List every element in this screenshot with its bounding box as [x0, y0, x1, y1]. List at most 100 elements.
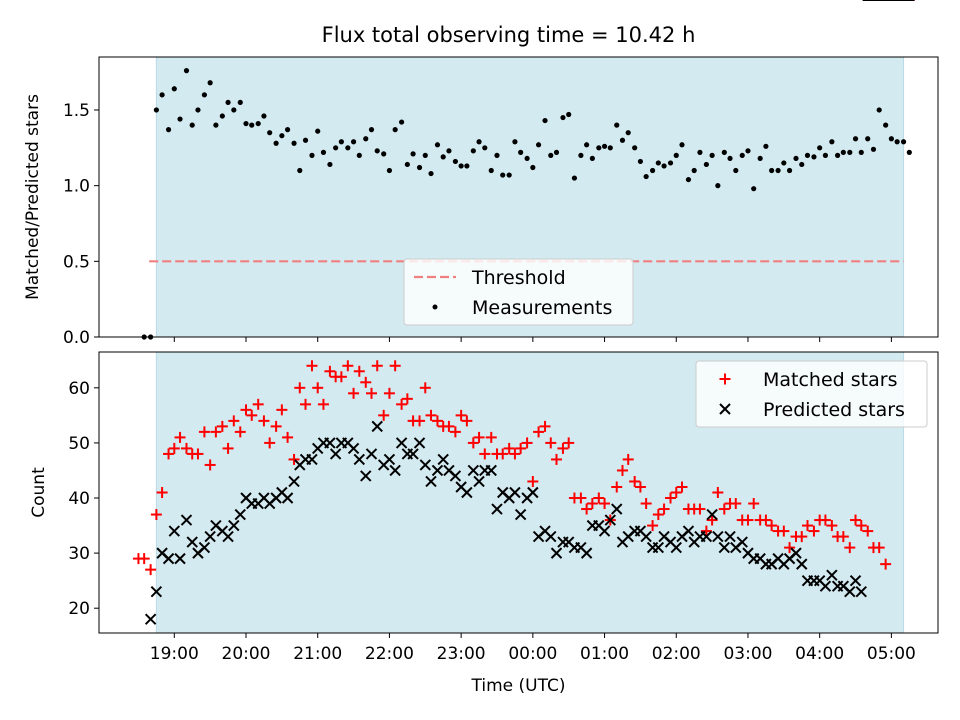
matched-star-marker [264, 437, 276, 449]
measurement-point [822, 152, 829, 158]
predicted-star-marker [419, 459, 431, 471]
measurement-point [679, 142, 685, 148]
x-tick-label: 21:00 [293, 644, 342, 664]
measurement-point [392, 127, 398, 133]
predicted-star-marker [855, 585, 867, 598]
matched-star-marker [616, 464, 628, 476]
predicted-star-marker [706, 508, 718, 521]
matched-star-marker [414, 415, 426, 427]
measurement-point [793, 155, 799, 162]
measurement-point [386, 167, 393, 174]
matched-star-marker [586, 498, 598, 510]
measurement-point [350, 139, 357, 145]
measurement-point [207, 80, 213, 86]
measurement-point [709, 152, 715, 158]
predicted-star-marker [395, 437, 408, 449]
measurement-point [715, 183, 721, 189]
predicted-star-marker [550, 547, 563, 559]
predicted-star-marker [407, 448, 419, 460]
matched-star-marker [712, 487, 724, 498]
y-tick-label: 30 [68, 544, 90, 564]
measurement-point [189, 122, 195, 128]
predicted-star-marker [222, 530, 234, 543]
measurement-point [751, 186, 757, 192]
measurement-point [614, 122, 620, 128]
measurement-point [231, 107, 237, 113]
predicted-star-marker [652, 541, 665, 554]
matched-star-marker [294, 382, 306, 394]
matched-star-marker [647, 520, 659, 532]
matched-star-marker [156, 487, 168, 498]
measurement-point [703, 161, 709, 168]
measurement-point [840, 149, 846, 155]
predicted-star-marker [180, 514, 193, 526]
predicted-star-marker [796, 558, 808, 570]
predicted-star-marker [162, 552, 175, 565]
predicted-star-marker [700, 530, 713, 543]
measurement-point [345, 145, 351, 151]
matched-star-marker [766, 520, 778, 532]
predicted-star-marker [473, 475, 485, 488]
x-tick-label: 05:00 [867, 644, 916, 664]
measurement-point [835, 152, 841, 158]
measurement-point [757, 155, 763, 162]
x-tick-label: 03:00 [723, 644, 772, 664]
y-tick-label: 20 [68, 599, 90, 619]
predicted-star-marker [724, 530, 736, 543]
matched-star-marker [360, 376, 372, 388]
measurement-point [284, 127, 291, 133]
predicted-star-marker [718, 541, 731, 554]
matched-star-marker [306, 360, 318, 372]
predicted-star-marker [527, 486, 539, 499]
measurement-point [201, 92, 208, 98]
measurement-point [273, 140, 279, 146]
measurement-point [625, 130, 631, 136]
matched-star-marker [174, 431, 186, 443]
legend-matched-swatch [719, 373, 731, 385]
matched-star-marker [784, 542, 796, 554]
measurement-point [512, 139, 518, 145]
matched-star-marker [252, 398, 264, 410]
bottom-axes-frame [98, 351, 939, 634]
predicted-star-marker [670, 541, 682, 554]
measurement-point [171, 86, 177, 92]
predicted-star-marker [485, 464, 497, 477]
measurement-point [727, 155, 733, 162]
measurement-point [404, 161, 410, 168]
matched-star-marker [348, 387, 360, 399]
legend-predicted-label: Predicted stars [763, 399, 905, 421]
matched-star-marker [700, 525, 712, 537]
measurement-point [900, 139, 907, 145]
matched-star-marker [718, 503, 730, 515]
matched-star-marker [855, 520, 867, 532]
measurement-point [876, 107, 882, 113]
x-tick-label: 19:00 [150, 644, 199, 664]
predicted-star-marker [819, 580, 832, 592]
measurement-point [571, 175, 578, 181]
predicted-star-marker [360, 470, 372, 482]
predicted-star-marker [491, 503, 503, 515]
measurement-point [446, 148, 452, 154]
measurement-points [141, 68, 912, 340]
matched-star-marker [258, 415, 270, 427]
matched-star-marker [527, 475, 539, 487]
matched-star-marker [461, 415, 473, 427]
matched-star-marker [425, 409, 437, 421]
measurement-point [781, 160, 787, 166]
matched-star-marker [837, 531, 849, 543]
measurement-point [769, 167, 775, 174]
measurement-point [632, 145, 638, 151]
measurement-point [500, 172, 506, 178]
matched-star-marker [138, 553, 150, 565]
predicted-star-marker [598, 525, 611, 537]
measurement-point [649, 167, 656, 174]
matched-star-marker [670, 487, 682, 498]
matched-star-marker [563, 437, 575, 449]
matched-star-marker [634, 481, 646, 493]
matched-star-marker [228, 415, 240, 427]
y-tick-label: 50 [68, 434, 90, 454]
matched-star-marker [276, 404, 288, 416]
measurement-point [225, 99, 231, 106]
matched-star-marker [145, 564, 157, 576]
